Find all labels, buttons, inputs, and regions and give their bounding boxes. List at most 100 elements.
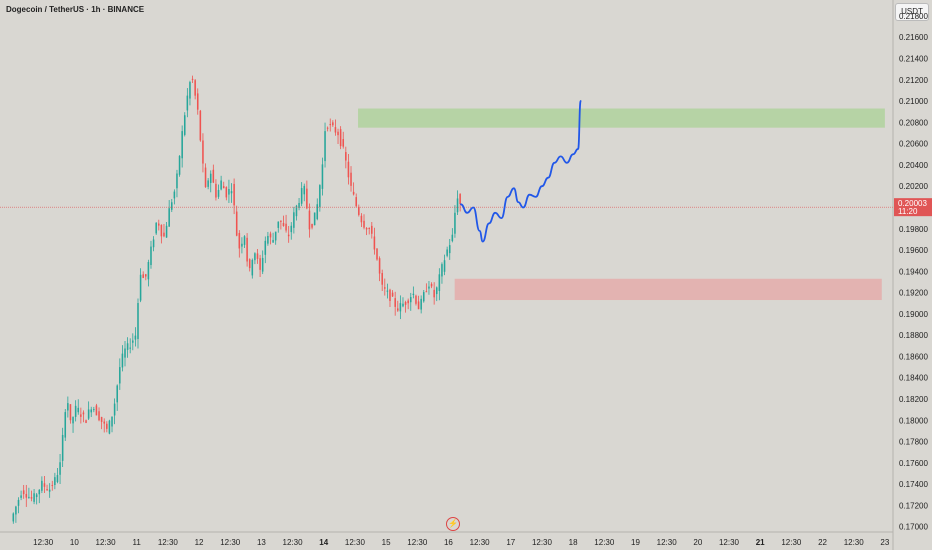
candle-body — [443, 260, 446, 272]
candle-body — [46, 489, 48, 491]
candle-body — [72, 417, 74, 424]
symbol-title: Dogecoin / TetherUS · 1h · BINANCE — [6, 5, 145, 14]
candle-body — [352, 191, 355, 195]
time-tick-label: 19 — [631, 538, 640, 547]
candle-body — [300, 188, 303, 204]
candle-body — [220, 180, 222, 190]
candle-body — [345, 152, 347, 161]
time-tick-label: 12:30 — [345, 538, 366, 547]
candle-body — [378, 258, 381, 274]
candle-body — [319, 185, 321, 207]
candle-body — [25, 493, 28, 498]
current-price-tag — [894, 198, 932, 217]
candle-body — [82, 412, 85, 415]
candle-body — [248, 259, 251, 269]
candle-body — [420, 298, 422, 310]
candle-body — [85, 420, 87, 423]
time-tick-label: 21 — [756, 538, 765, 547]
candle-body — [150, 246, 152, 265]
candle-body — [113, 403, 116, 416]
candle-body — [358, 206, 360, 215]
candle-body — [446, 249, 448, 256]
candle-body — [124, 348, 126, 358]
candle-body — [189, 82, 191, 99]
candle-body — [365, 227, 368, 230]
price-tick-label: 0.20800 — [899, 118, 928, 127]
candle-body — [48, 489, 51, 492]
time-tick-label: 15 — [382, 538, 391, 547]
candle-body — [163, 232, 165, 237]
candle-body — [306, 188, 308, 209]
candle-body — [435, 287, 438, 295]
candle-body — [54, 477, 56, 485]
candle-body — [212, 169, 215, 183]
candle-body — [160, 224, 163, 237]
candle-body — [145, 274, 147, 277]
candle-body — [277, 221, 280, 228]
candle-body — [274, 231, 277, 241]
candle-body — [326, 127, 329, 129]
candle-body — [243, 236, 246, 245]
time-tick-label: 12:30 — [283, 538, 304, 547]
candle-body — [87, 409, 90, 419]
candle-body — [433, 289, 435, 298]
currency-badge[interactable]: USDT — [895, 3, 929, 21]
candle-body — [280, 220, 282, 222]
tradingview-logo-icon: ⚡ — [446, 517, 460, 531]
candle-body — [386, 290, 389, 292]
candle-body — [119, 367, 121, 384]
candle-body — [267, 235, 269, 244]
price-tick-label: 0.21600 — [899, 33, 928, 42]
time-tick-label: 16 — [444, 538, 453, 547]
time-tick-label: 12:30 — [781, 538, 802, 547]
candle-body — [186, 95, 189, 111]
candle-body — [90, 409, 93, 413]
candle-body — [254, 253, 256, 261]
candle-body — [74, 405, 77, 417]
candle-body — [425, 291, 428, 293]
candle-body — [417, 301, 420, 310]
candle-body — [389, 289, 391, 301]
current-price-value: 0.20003 — [898, 199, 927, 208]
candle-body — [324, 131, 326, 162]
price-tick-label: 0.21000 — [899, 97, 928, 106]
candle-body — [261, 257, 264, 272]
time-tick-label: 12:30 — [158, 538, 179, 547]
price-tick-label: 0.20600 — [899, 140, 928, 149]
candle-body — [303, 185, 306, 195]
candle-body — [95, 405, 98, 416]
candle-body — [152, 239, 155, 248]
candle-body — [381, 273, 383, 285]
price-tick-label: 0.18600 — [899, 352, 928, 361]
candle-body — [256, 253, 259, 259]
candle-body — [394, 298, 396, 307]
time-tick-label: 14 — [319, 538, 328, 547]
candle-body — [33, 493, 35, 502]
candle-body — [196, 93, 199, 110]
candle-body — [15, 506, 17, 515]
candle-body — [217, 190, 220, 197]
time-tick-label: 13 — [257, 538, 266, 547]
candle-body — [121, 353, 124, 368]
price-tick-label: 0.17800 — [899, 438, 928, 447]
time-tick-label: 12:30 — [657, 538, 678, 547]
candle-body — [316, 204, 319, 220]
price-tick-label: 0.21200 — [899, 76, 928, 85]
candle-body — [158, 223, 160, 226]
price-tick-label: 0.17000 — [899, 523, 928, 532]
candle-body — [399, 303, 402, 312]
candle-body — [204, 167, 207, 188]
time-tick-label: 12:30 — [719, 538, 740, 547]
price-tick-label: 0.19800 — [899, 225, 928, 234]
price-tick-label: 0.17600 — [899, 459, 928, 468]
candle-countdown: 11:20 — [898, 207, 918, 216]
price-tick-label: 0.18200 — [899, 395, 928, 404]
candle-body — [155, 222, 157, 234]
candle-body — [321, 164, 324, 189]
time-tick-label: 12:30 — [96, 538, 117, 547]
candle-body — [38, 489, 41, 495]
candle-body — [441, 264, 443, 277]
time-tick-label: 12:30 — [407, 538, 428, 547]
candle-body — [28, 496, 30, 498]
